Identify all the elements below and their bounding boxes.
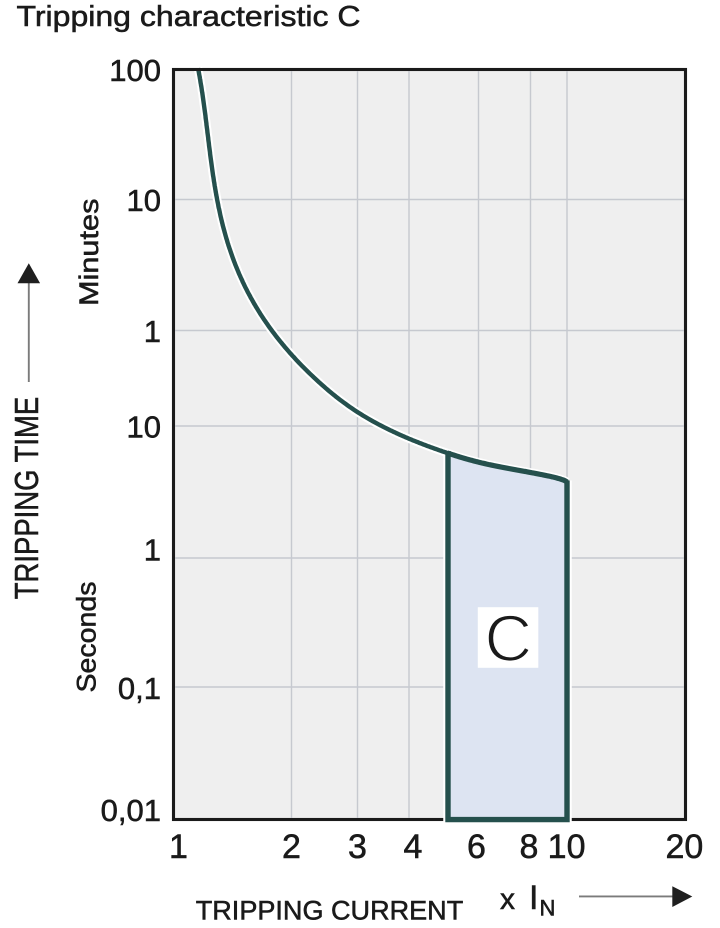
svg-text:1: 1	[144, 314, 161, 349]
svg-text:10: 10	[127, 183, 161, 218]
svg-text:1: 1	[144, 533, 161, 568]
svg-text:Seconds: Seconds	[71, 582, 101, 693]
svg-text:2: 2	[282, 828, 301, 866]
svg-text:8: 8	[520, 828, 539, 866]
svg-text:Minutes: Minutes	[74, 199, 104, 306]
svg-text:0,1: 0,1	[118, 671, 161, 706]
svg-text:TRIPPING CURRENT: TRIPPING CURRENT	[196, 896, 464, 926]
svg-text:x: x	[500, 883, 515, 916]
svg-text:4: 4	[404, 828, 423, 866]
svg-text:N: N	[540, 896, 556, 921]
svg-text:TRIPPING TIME: TRIPPING TIME	[8, 397, 45, 600]
svg-text:0,01: 0,01	[101, 793, 161, 828]
svg-text:6: 6	[467, 828, 486, 866]
svg-text:100: 100	[109, 53, 161, 88]
svg-text:10: 10	[127, 410, 161, 445]
svg-text:3: 3	[348, 828, 367, 866]
svg-text:I: I	[529, 879, 538, 917]
svg-text:C: C	[484, 601, 532, 675]
svg-text:1: 1	[169, 828, 188, 866]
svg-text:Tripping characteristic C: Tripping characteristic C	[17, 1, 361, 33]
svg-text:20: 20	[665, 828, 703, 866]
svg-text:10: 10	[548, 828, 586, 866]
